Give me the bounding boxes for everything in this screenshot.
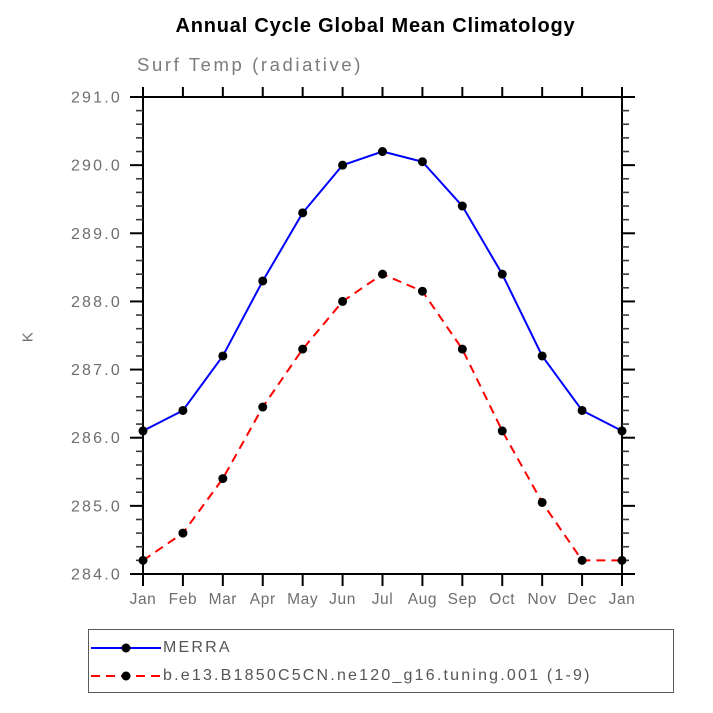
data-point-marker (617, 555, 627, 565)
data-point-marker (457, 344, 467, 354)
data-point-marker (178, 405, 188, 415)
data-point-marker (497, 269, 507, 279)
data-point-marker (258, 402, 268, 412)
y-tick-label: 285.0 (71, 498, 122, 515)
data-point-marker (497, 426, 507, 436)
y-tick-label: 291.0 (71, 90, 122, 107)
x-tick-label: Feb (169, 591, 198, 608)
data-point-marker (218, 351, 228, 361)
y-tick-label: 286.0 (71, 430, 122, 447)
plot-frame (142, 96, 623, 575)
data-point-marker (537, 351, 547, 361)
data-point-marker (218, 474, 228, 484)
legend-label-model: b.e13.B1850C5CN.ne120_g16.tuning.001 (1-… (163, 667, 592, 684)
data-point-marker (577, 405, 587, 415)
x-tick-label: Dec (567, 591, 596, 608)
legend-sample-marker (121, 671, 131, 681)
x-tick-label: Jun (329, 591, 356, 608)
data-point-marker (338, 296, 348, 306)
data-point-marker (298, 208, 308, 218)
data-point-marker (417, 157, 427, 167)
data-point-marker (178, 528, 188, 538)
x-tick-label: Sep (448, 591, 477, 608)
data-point-marker (617, 426, 627, 436)
x-tick-label: Jan (130, 591, 157, 608)
chart-title: Annual Cycle Global Mean Climatology (175, 15, 576, 37)
data-point-marker (138, 555, 148, 565)
x-tick-label: Jan (609, 591, 636, 608)
x-tick-label: May (287, 591, 318, 608)
legend-row-model: b.e13.B1850C5CN.ne120_g16.tuning.001 (1-… (89, 667, 673, 684)
y-tick-label: 289.0 (71, 226, 122, 243)
series-line-1 (142, 273, 622, 562)
x-tick-label: Nov (527, 591, 556, 608)
x-tick-label: Aug (408, 591, 437, 608)
data-point-marker (537, 497, 547, 507)
legend-label-merra: MERRA (163, 639, 232, 656)
data-point-marker (378, 147, 387, 157)
legend-line-sample-dashed-icon (91, 671, 161, 681)
data-point-marker (417, 286, 427, 296)
data-point-marker (378, 269, 387, 279)
data-point-marker (298, 344, 308, 354)
x-tick-label: Jul (372, 591, 394, 608)
chart-subtitle: Surf Temp (radiative) (137, 54, 363, 75)
y-tick-label: 288.0 (71, 294, 122, 311)
y-tick-label: 284.0 (71, 567, 122, 584)
data-point-marker (338, 160, 348, 170)
y-tick-label: 287.0 (71, 362, 122, 379)
x-tick-label: Apr (250, 591, 276, 608)
data-point-marker (577, 555, 587, 565)
legend-line-sample-solid-icon (91, 643, 161, 653)
legend-sample-marker (121, 643, 131, 653)
legend: MERRA b.e13.B1850C5CN.ne120_g16.tuning.0… (88, 629, 674, 693)
series-line-0 (142, 150, 623, 432)
x-tick-label: Oct (489, 591, 515, 608)
data-point-marker (138, 426, 148, 436)
data-point-marker (457, 201, 467, 211)
y-tick-label: 290.0 (71, 158, 122, 175)
legend-row-merra: MERRA (89, 639, 673, 656)
data-point-marker (258, 276, 268, 286)
x-tick-label: Mar (209, 591, 238, 608)
